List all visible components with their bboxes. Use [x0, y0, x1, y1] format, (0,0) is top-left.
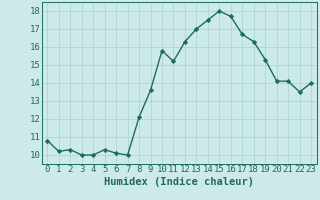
- X-axis label: Humidex (Indice chaleur): Humidex (Indice chaleur): [104, 177, 254, 187]
